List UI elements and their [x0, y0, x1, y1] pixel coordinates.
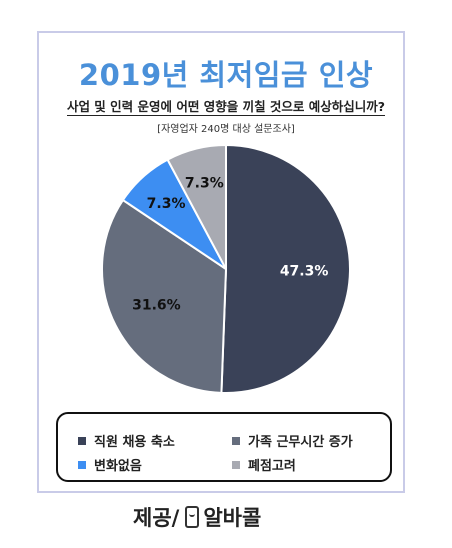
legend-item-2: 변화없음 — [78, 455, 142, 474]
provider-prefix: 제공/ — [133, 506, 180, 530]
footer-credit: 제공/ 알바콜 — [133, 502, 261, 532]
phone-icon — [185, 506, 200, 528]
legend-label: 폐점고려 — [248, 459, 296, 474]
survey-note: [자영업자 240명 대상 설문조사] — [157, 124, 295, 135]
legend-swatch — [232, 436, 240, 445]
pie-data-label-0: 47.3% — [280, 263, 329, 279]
legend-item-1: 가족 근무시간 증가 — [232, 431, 353, 450]
legend-item-3: 폐점고려 — [232, 455, 296, 474]
pie-data-label-1: 31.6% — [132, 298, 181, 314]
legend-item-0: 직원 채용 축소 — [78, 431, 175, 450]
legend-label: 직원 채용 축소 — [94, 435, 175, 450]
pie-data-label-2: 7.3% — [147, 196, 186, 212]
page-title: 2019년 최저임금 인상 — [78, 58, 374, 92]
pie-data-label-3: 7.3% — [185, 175, 224, 191]
legend: 직원 채용 축소 가족 근무시간 증가 변화없음 폐점고려 — [56, 412, 392, 482]
pie-slice-0 — [220, 143, 351, 394]
legend-swatch — [78, 436, 86, 445]
survey-question-text: 사업 및 인력 운영에 어떤 영향을 끼칠 것으로 예상하십니까? — [66, 99, 386, 116]
pie-slice-3 — [166, 143, 227, 270]
legend-swatch — [232, 460, 240, 469]
legend-label: 가족 근무시간 증가 — [248, 435, 353, 450]
legend-swatch — [78, 460, 86, 469]
brand-name: 알바콜 — [203, 506, 262, 530]
survey-question: 사업 및 인력 운영에 어떤 영향을 끼칠 것으로 예상하십니까? — [0, 96, 452, 116]
legend-label: 변화없음 — [94, 459, 142, 474]
